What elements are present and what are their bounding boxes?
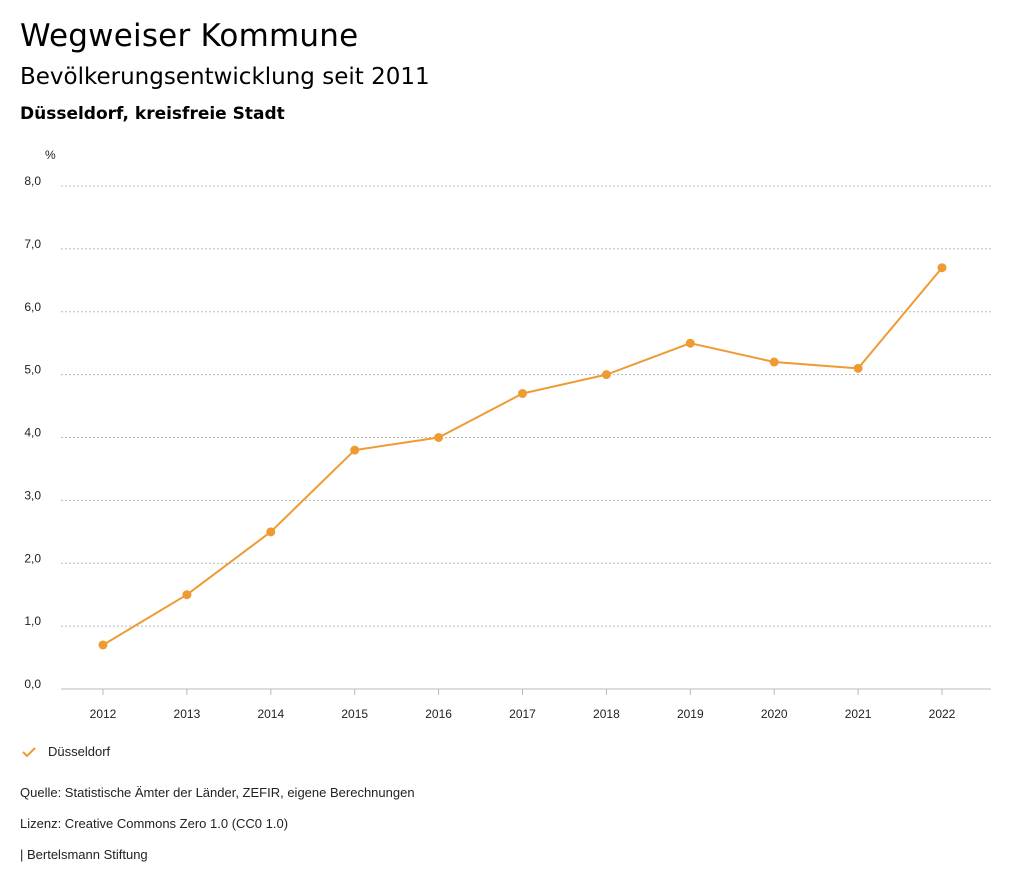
data-point-2019[interactable]: [685, 338, 695, 348]
y-tick-label: 7,0: [24, 237, 41, 251]
license-note: Lizenz: Creative Commons Zero 1.0 (CC0 1…: [20, 816, 289, 831]
brand-credit: | Bertelsmann Stiftung: [20, 847, 148, 862]
x-tick-label: 2017: [509, 707, 536, 721]
x-tick-label: 2020: [761, 707, 788, 721]
x-tick-label: 2019: [677, 707, 704, 721]
checkmark-icon: [22, 746, 36, 757]
x-tick-label: 2016: [425, 707, 452, 721]
x-tick-label: 2012: [90, 707, 117, 721]
y-tick-label: 2,0: [24, 551, 41, 565]
y-tick-label: 3,0: [24, 488, 41, 502]
legend-label: Düsseldorf: [48, 744, 111, 759]
legend-item-dusseldorf[interactable]: Düsseldorf: [22, 744, 110, 759]
y-axis-unit-label: %: [45, 148, 56, 162]
x-tick-label: 2018: [593, 707, 620, 721]
line-chart: % 0,01,02,03,04,05,06,07,08,0 2012 2013 20…: [24, 148, 991, 721]
data-point-2021[interactable]: [853, 363, 863, 373]
y-tick-label: 5,0: [24, 363, 41, 377]
data-point-2016[interactable]: [434, 433, 444, 442]
y-tick-label: 4,0: [24, 426, 41, 440]
chart-subtitle: Bevölkerungsentwicklung seit 2011: [20, 64, 430, 90]
region-name: Düsseldorf, kreisfreie Stadt: [20, 104, 285, 124]
y-tick-label: 1,0: [24, 614, 41, 628]
y-tick-label: 8,0: [24, 174, 41, 188]
x-tick-label: 2014: [257, 707, 284, 721]
data-point-2020[interactable]: [769, 357, 779, 367]
y-tick-label: 0,0: [24, 677, 41, 691]
data-point-2022[interactable]: [937, 263, 947, 273]
data-point-2014[interactable]: [266, 527, 276, 537]
x-tick-label: 2022: [929, 707, 956, 721]
data-point-2012[interactable]: [98, 640, 108, 650]
data-point-2018[interactable]: [601, 370, 611, 380]
series-dusseldorf[interactable]: [98, 263, 947, 650]
x-tick-label: 2015: [341, 707, 368, 721]
data-point-2013[interactable]: [182, 590, 192, 600]
data-point-2015[interactable]: [350, 445, 360, 455]
page-title: Wegweiser Kommune: [20, 18, 359, 54]
x-tick-label: 2013: [174, 707, 201, 721]
y-axis-ticks: 0,0 1,0 2,0 3,0 4,0 5,0 6,0 7,0 8,0: [24, 174, 41, 691]
data-point-2017[interactable]: [518, 388, 527, 398]
x-tick-label: 2021: [845, 707, 872, 721]
source-note: Quelle: Statistische Ämter der Länder, Z…: [20, 785, 415, 800]
gridlines: [61, 185, 991, 690]
series-line: [102, 267, 943, 646]
x-axis-ticks: 2012 2013 2014 2015 2016 2017 2018 2019 2020 2021…: [90, 689, 956, 721]
y-tick-label: 6,0: [24, 300, 41, 314]
